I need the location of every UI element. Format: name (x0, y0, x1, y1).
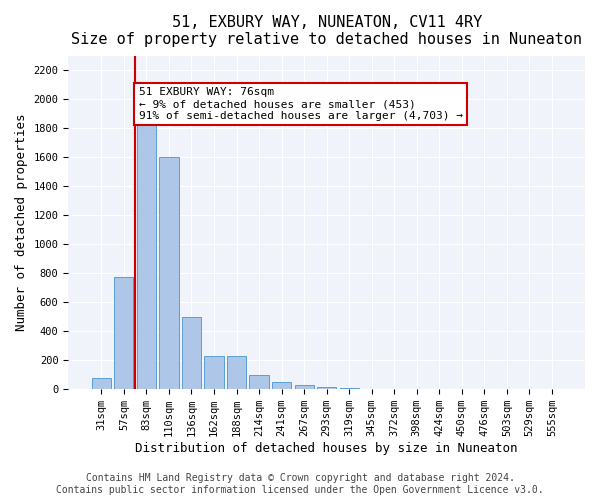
Bar (92, 378, 111, 389)
Bar (340, 388, 359, 389)
Bar (317, 387, 336, 389)
Bar (160, 157, 179, 389)
Bar (137, 124, 156, 389)
X-axis label: Distribution of detached houses by size in Nuneaton: Distribution of detached houses by size … (136, 442, 518, 455)
Bar (227, 356, 246, 389)
Bar (205, 356, 224, 389)
Y-axis label: Number of detached properties: Number of detached properties (15, 114, 28, 331)
Title: 51, EXBURY WAY, NUNEATON, CV11 4RY
Size of property relative to detached houses : 51, EXBURY WAY, NUNEATON, CV11 4RY Size … (71, 15, 582, 48)
Text: 51 EXBURY WAY: 76sqm
← 9% of detached houses are smaller (453)
91% of semi-detac: 51 EXBURY WAY: 76sqm ← 9% of detached ho… (139, 88, 463, 120)
Bar (295, 385, 314, 389)
Bar (114, 277, 133, 389)
Bar (272, 382, 291, 389)
Text: Contains HM Land Registry data © Crown copyright and database right 2024.
Contai: Contains HM Land Registry data © Crown c… (56, 474, 544, 495)
Bar (182, 316, 201, 389)
Bar (250, 374, 269, 389)
